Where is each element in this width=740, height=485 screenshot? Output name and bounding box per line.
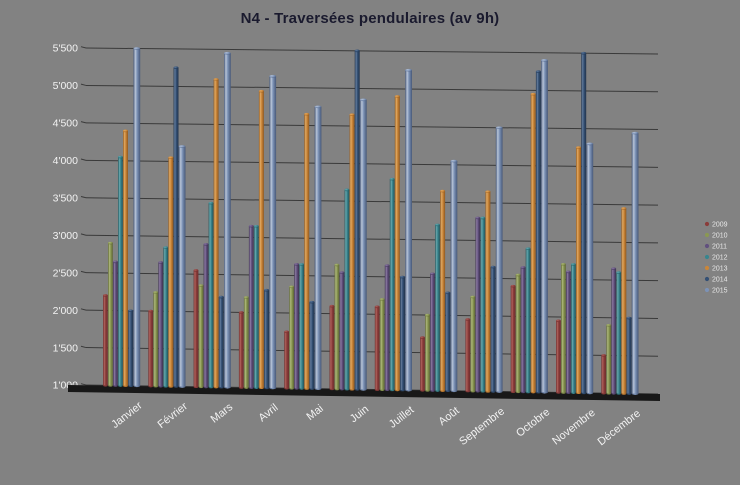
- svg-text:Avril: Avril: [256, 402, 280, 425]
- svg-text:Mai: Mai: [304, 403, 325, 423]
- svg-text:3'000: 3'000: [53, 230, 79, 242]
- svg-text:5'000: 5'000: [53, 80, 79, 92]
- svg-text:Janvier: Janvier: [109, 400, 145, 431]
- svg-text:4'500: 4'500: [53, 118, 79, 130]
- svg-text:Décembre: Décembre: [596, 408, 643, 449]
- svg-text:2014: 2014: [712, 276, 728, 283]
- svg-text:2011: 2011: [712, 243, 727, 250]
- svg-text:2009: 2009: [712, 221, 728, 228]
- svg-text:2013: 2013: [712, 265, 728, 272]
- svg-text:2'500: 2'500: [53, 267, 79, 279]
- svg-text:2012: 2012: [712, 254, 728, 261]
- svg-text:3'500: 3'500: [53, 193, 79, 205]
- svg-text:Juillet: Juillet: [387, 404, 417, 431]
- svg-text:Septembre: Septembre: [457, 405, 507, 448]
- svg-text:Février: Février: [156, 400, 191, 431]
- svg-text:2015: 2015: [712, 287, 728, 294]
- svg-text:5'500: 5'500: [53, 43, 79, 55]
- svg-text:Novembre: Novembre: [550, 407, 597, 448]
- svg-text:Juin: Juin: [348, 403, 371, 425]
- svg-text:Octobre: Octobre: [514, 406, 552, 440]
- svg-text:Août: Août: [437, 405, 462, 428]
- svg-text:2010: 2010: [712, 232, 728, 239]
- svg-text:4'000: 4'000: [53, 155, 79, 167]
- svg-text:Mars: Mars: [209, 401, 236, 426]
- svg-text:1'500: 1'500: [53, 342, 79, 354]
- svg-text:2'000: 2'000: [53, 305, 79, 317]
